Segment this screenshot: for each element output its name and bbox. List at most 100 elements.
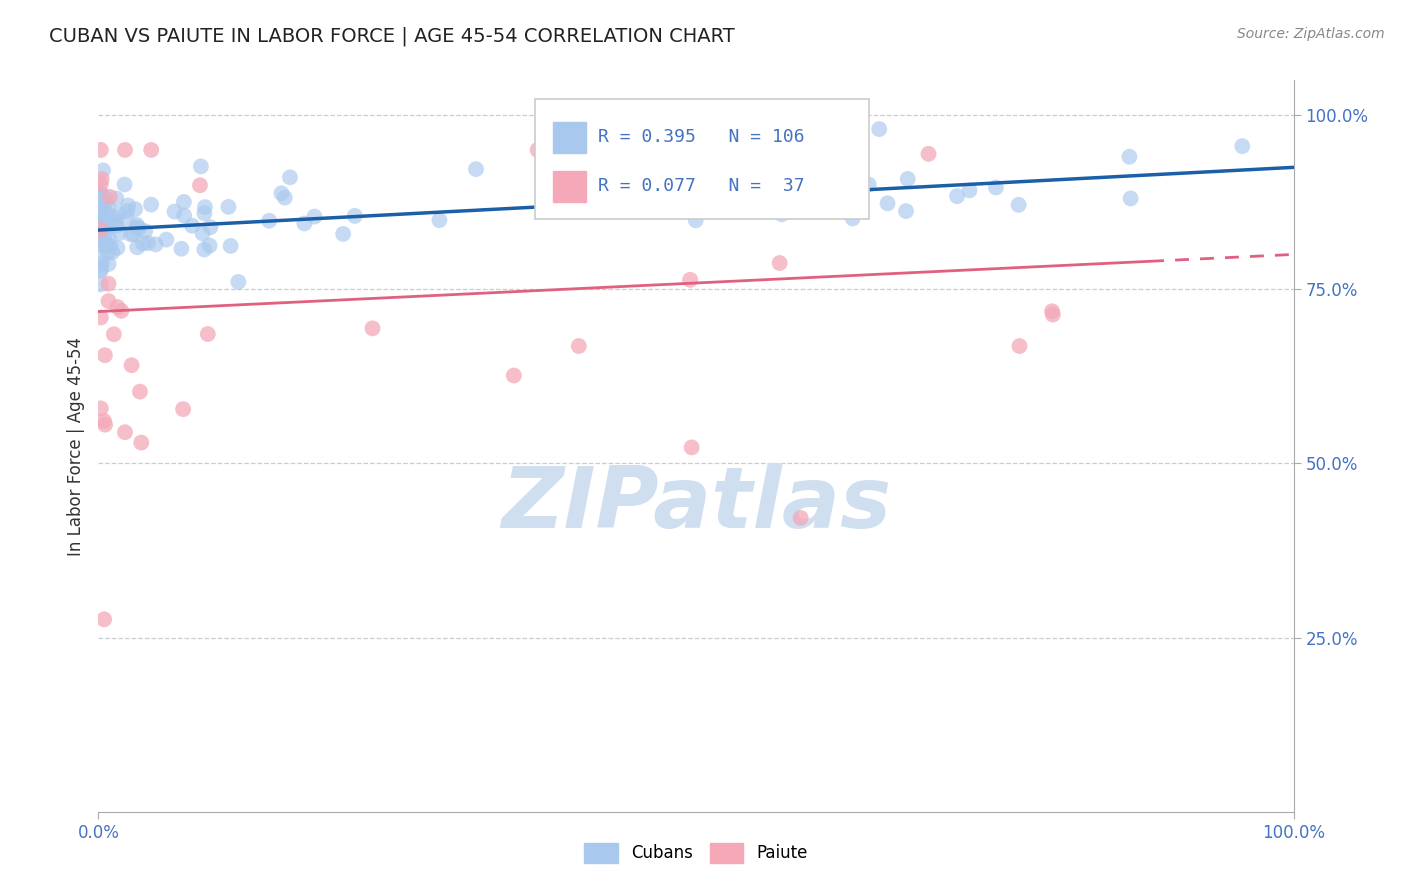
Point	[155, 233, 177, 247]
Point	[101, 245, 124, 260]
Point	[93, 202, 115, 216]
Point	[568, 339, 591, 353]
Point	[170, 242, 193, 256]
Point	[770, 207, 793, 221]
Text: CUBAN VS PAIUTE IN LABOR FORCE | AGE 45-54 CORRELATION CHART: CUBAN VS PAIUTE IN LABOR FORCE | AGE 45-…	[49, 27, 735, 46]
Point	[108, 207, 131, 221]
Point	[97, 220, 120, 235]
Y-axis label: In Labor Force | Age 45-54: In Labor Force | Age 45-54	[66, 336, 84, 556]
Point	[136, 235, 159, 250]
Point	[191, 227, 214, 241]
Point	[115, 204, 138, 219]
Point	[181, 219, 204, 233]
Text: Source: ZipAtlas.com: Source: ZipAtlas.com	[1237, 27, 1385, 41]
Point	[134, 224, 156, 238]
Point	[90, 178, 112, 192]
Point	[163, 204, 186, 219]
Point	[93, 216, 115, 230]
Point	[90, 234, 112, 248]
Point	[104, 211, 127, 225]
Point	[226, 275, 249, 289]
Point	[94, 206, 117, 220]
Point	[219, 239, 242, 253]
Point	[90, 216, 112, 230]
Point	[107, 241, 129, 255]
Point	[93, 239, 115, 253]
Point	[90, 262, 112, 277]
Point	[97, 257, 120, 271]
Point	[90, 187, 112, 202]
Point	[108, 226, 131, 240]
Text: R = 0.077   N =  37: R = 0.077 N = 37	[598, 178, 804, 195]
Point	[104, 214, 127, 228]
Point	[217, 200, 239, 214]
Point	[173, 194, 195, 209]
Point	[94, 213, 117, 227]
Point	[1232, 139, 1254, 153]
Point	[90, 172, 112, 186]
Point	[946, 189, 969, 203]
Point	[97, 277, 120, 291]
Point	[685, 186, 707, 200]
Point	[197, 326, 219, 341]
Point	[103, 327, 125, 342]
Point	[776, 187, 799, 202]
Point	[718, 128, 741, 143]
Point	[274, 191, 297, 205]
Point	[90, 220, 112, 235]
Point	[1042, 308, 1064, 322]
Point	[139, 197, 162, 211]
Point	[107, 300, 129, 314]
Point	[94, 417, 117, 432]
Point	[105, 192, 128, 206]
Point	[1119, 191, 1142, 205]
Point	[129, 384, 152, 399]
Point	[1040, 304, 1063, 318]
Point	[198, 238, 221, 252]
Point	[704, 188, 727, 202]
FancyBboxPatch shape	[534, 99, 869, 219]
Point	[270, 186, 292, 201]
Point	[194, 200, 217, 214]
Point	[841, 211, 863, 226]
Point	[114, 143, 136, 157]
Point	[984, 180, 1007, 194]
Point	[90, 216, 112, 230]
Point	[93, 197, 115, 211]
Point	[122, 227, 145, 242]
Point	[125, 220, 148, 235]
Point	[173, 209, 195, 223]
Point	[90, 222, 112, 236]
Point	[120, 227, 142, 242]
Legend: Cubans, Paiute: Cubans, Paiute	[578, 837, 814, 869]
Point	[90, 263, 112, 277]
Point	[98, 231, 121, 245]
Point	[193, 206, 215, 220]
Point	[1008, 339, 1031, 353]
Point	[200, 220, 222, 235]
Point	[343, 209, 366, 223]
Point	[124, 202, 146, 216]
Point	[91, 163, 114, 178]
Point	[959, 183, 981, 197]
Point	[685, 213, 707, 227]
Point	[97, 201, 120, 215]
Point	[90, 205, 112, 219]
Point	[502, 368, 524, 383]
Point	[90, 251, 112, 265]
Point	[897, 172, 920, 186]
Point	[361, 321, 384, 335]
Point	[93, 612, 115, 626]
Text: R = 0.395   N = 106: R = 0.395 N = 106	[598, 128, 804, 146]
Point	[125, 218, 148, 232]
Point	[572, 173, 595, 187]
Point	[868, 122, 890, 136]
Point	[128, 221, 150, 235]
Point	[110, 304, 132, 318]
Point	[551, 190, 574, 204]
Point	[127, 240, 149, 254]
Text: ZIPatlas: ZIPatlas	[501, 463, 891, 546]
Point	[94, 348, 117, 362]
Point	[190, 160, 212, 174]
Point	[465, 162, 488, 177]
